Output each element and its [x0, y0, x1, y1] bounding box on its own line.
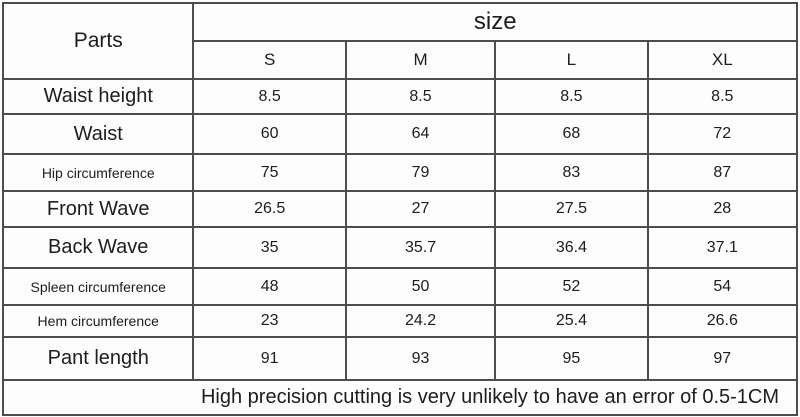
- value-cell: 95: [494, 336, 649, 381]
- value-cell: 72: [646, 113, 799, 155]
- value-cell: 8.5: [646, 78, 799, 115]
- table-row-back-wave: Back Wave 35 35.7 36.4 37.1: [1, 226, 799, 269]
- table-row-spleen-circumference: Spleen circumference 48 50 52 54: [1, 267, 799, 306]
- value-cell: 60: [192, 113, 347, 155]
- table-row-front-wave: Front Wave 26.5 27 27.5 28: [1, 190, 799, 228]
- value-cell: 26.5: [192, 190, 347, 228]
- value-cell: 97: [646, 336, 799, 381]
- value-cell: 50: [344, 267, 497, 306]
- table-row-hem-circumference: Hem circumference 23 24.2 25.4 26.6: [1, 304, 799, 338]
- value-cell: 48: [192, 267, 347, 306]
- table-row-pant-length: Pant length 91 93 95 97: [1, 336, 799, 381]
- row-label: Back Wave: [1, 226, 195, 269]
- table-row-waist-height: Waist height 8.5 8.5 8.5 8.5: [1, 78, 799, 115]
- value-cell: 87: [646, 153, 799, 192]
- value-cell: 25.4: [494, 304, 649, 338]
- row-label: Hip circumference: [1, 153, 195, 192]
- size-header: size: [192, 2, 798, 42]
- value-cell: 52: [494, 267, 649, 306]
- size-column-m: M: [344, 40, 497, 80]
- parts-header: Parts: [1, 2, 195, 80]
- value-cell: 68: [494, 113, 649, 155]
- row-label: Waist height: [1, 78, 195, 115]
- value-cell: 23: [192, 304, 347, 338]
- value-cell: 8.5: [494, 78, 649, 115]
- table-row-waist: Waist 60 64 68 72: [1, 113, 799, 155]
- value-cell: 24.2: [344, 304, 497, 338]
- value-cell: 8.5: [192, 78, 347, 115]
- table-row-hip-circumference: Hip circumference 75 79 83 87: [1, 153, 799, 192]
- value-cell: 75: [192, 153, 347, 192]
- value-cell: 93: [344, 336, 497, 381]
- value-cell: 27.5: [494, 190, 649, 228]
- row-label: Hem circumference: [1, 304, 195, 338]
- value-cell: 79: [344, 153, 497, 192]
- value-cell: 27: [344, 190, 497, 228]
- size-column-s: S: [192, 40, 347, 80]
- value-cell: 35.7: [344, 226, 497, 269]
- size-header-row: Parts size: [1, 2, 798, 80]
- value-cell: 8.5: [344, 78, 497, 115]
- row-label: Pant length: [1, 336, 195, 381]
- value-cell: 36.4: [494, 226, 649, 269]
- row-label: Spleen circumference: [1, 267, 195, 306]
- row-label: Front Wave: [1, 190, 195, 228]
- value-cell: 26.6: [646, 304, 799, 338]
- value-cell: 35: [192, 226, 347, 269]
- value-cell: 64: [344, 113, 497, 155]
- size-column-xl: XL: [646, 40, 799, 80]
- value-cell: 37.1: [646, 226, 799, 269]
- value-cell: 28: [646, 190, 799, 228]
- value-cell: 54: [646, 267, 799, 306]
- footer-row: High precision cutting is very unlikely …: [2, 379, 798, 416]
- size-columns-row: S M L XL: [3, 40, 799, 80]
- row-label: Waist: [1, 113, 195, 155]
- value-cell: 83: [494, 153, 649, 192]
- footer-note: High precision cutting is very unlikely …: [2, 379, 798, 416]
- size-column-l: L: [494, 40, 649, 80]
- value-cell: 91: [192, 336, 347, 381]
